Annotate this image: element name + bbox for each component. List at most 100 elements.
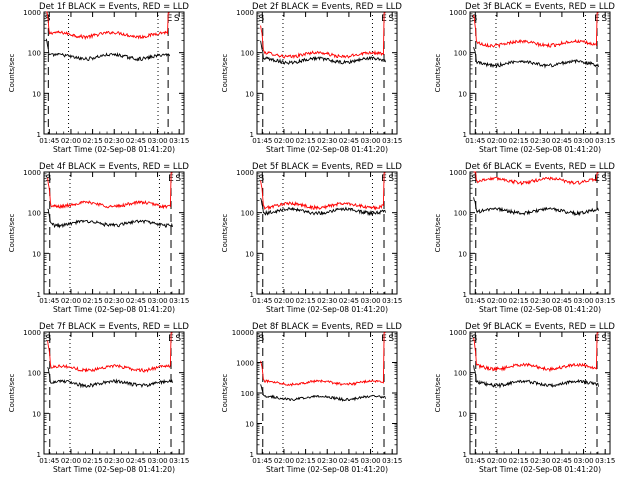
y-tick-label: 1	[250, 291, 254, 299]
panel-det-4: Det 4f BLACK = Events, RED = LLD 1 10 100 10…	[8, 162, 189, 314]
x-tick-label: 01:45	[252, 137, 272, 145]
x-axis-label: Start Time (02-Sep-08 01:41:20)	[53, 305, 175, 314]
y-tick-label: 10	[32, 250, 41, 258]
end-marker-label: E	[594, 174, 600, 184]
plot-frame	[469, 331, 611, 455]
x-tick-label: 03:00	[360, 457, 380, 465]
panel-title: Det 3f BLACK = Events, RED = LLD	[465, 2, 615, 12]
y-axis-label: Counts/sec	[434, 214, 442, 253]
y-axis-label: Counts/sec	[434, 54, 442, 93]
plot-frame	[43, 11, 185, 135]
x-tick-label: 01:45	[465, 137, 485, 145]
x-tick-label: 02:00	[61, 137, 81, 145]
x-tick-label: 03:15	[169, 137, 189, 145]
lld-series-line	[473, 332, 599, 373]
x-tick-label: 01:45	[252, 297, 272, 305]
panel-title: Det 9f BLACK = Events, RED = LLD	[465, 322, 615, 332]
x-axis-label: Start Time (02-Sep-08 01:41:20)	[479, 465, 601, 474]
x-tick-label: 02:15	[296, 297, 316, 305]
x-tick-label: 02:15	[509, 457, 529, 465]
panel-det-5: Det 5f BLACK = Events, RED = LLD 1 10 100 10…	[221, 162, 402, 314]
start-marker-label: S	[388, 14, 394, 24]
x-tick-label: 03:00	[360, 297, 380, 305]
x-tick-label: 02:30	[530, 457, 550, 465]
x-tick-label: 03:00	[360, 137, 380, 145]
x-tick-label: 02:30	[104, 457, 124, 465]
x-tick-label: 02:45	[552, 137, 572, 145]
y-axis-label: Counts/sec	[221, 214, 229, 253]
x-tick-label: 03:00	[147, 457, 167, 465]
x-tick-label: 02:15	[509, 297, 529, 305]
panel-det-3: Det 3f BLACK = Events, RED = LLD 1 10 100 10…	[434, 2, 615, 154]
end-marker-label: E	[167, 14, 173, 24]
events-series-line	[47, 366, 173, 389]
lld-series-line	[260, 332, 386, 387]
x-tick-label: 02:00	[61, 457, 81, 465]
y-axis-label: Counts/sec	[8, 214, 16, 253]
y-tick-label: 10	[458, 90, 467, 98]
start-marker-label: S	[258, 174, 264, 184]
panel-title: Det 1f BLACK = Events, RED = LLD	[39, 2, 189, 12]
start-marker-label: S	[388, 174, 394, 184]
plot-frame	[256, 171, 398, 295]
x-tick-label: 03:00	[147, 137, 167, 145]
start-marker-label: S	[471, 334, 477, 344]
panel-det-7: Det 7f BLACK = Events, RED = LLD 1 10 100 10…	[8, 322, 189, 474]
y-tick-label: 1	[463, 291, 467, 299]
events-series-line	[473, 197, 599, 217]
x-tick-label: 03:15	[169, 297, 189, 305]
y-axis-label: Counts/sec	[8, 374, 16, 413]
lld-series-line	[47, 332, 173, 373]
panel-title: Det 8f BLACK = Events, RED = LLD	[252, 322, 402, 332]
start-marker-label: S	[45, 174, 51, 184]
x-tick-label: 03:15	[382, 137, 402, 145]
x-tick-label: 02:00	[487, 297, 507, 305]
events-series-line	[473, 365, 599, 389]
y-tick-label: 1	[250, 131, 254, 139]
y-tick-label: 100	[454, 370, 467, 378]
y-axis-label: Counts/sec	[221, 54, 229, 93]
y-tick-label: 10	[32, 90, 41, 98]
panel-title: Det 2f BLACK = Events, RED = LLD	[252, 2, 402, 12]
x-tick-label: 02:30	[317, 457, 337, 465]
panel-det-2: Det 2f BLACK = Events, RED = LLD 1 10 100 10…	[221, 2, 402, 154]
x-tick-label: 02:30	[530, 137, 550, 145]
x-tick-label: 02:15	[509, 137, 529, 145]
y-tick-label: 100	[28, 50, 41, 58]
y-tick-label: 1	[463, 131, 467, 139]
y-tick-label: 100	[454, 50, 467, 58]
start-marker-label: S	[388, 334, 394, 344]
x-tick-label: 02:15	[83, 297, 103, 305]
x-tick-label: 03:15	[595, 137, 615, 145]
x-tick-label: 02:45	[126, 457, 146, 465]
y-tick-label: 1	[37, 291, 41, 299]
y-tick-label: 1000	[23, 329, 41, 337]
x-tick-label: 02:15	[83, 457, 103, 465]
events-series-line	[260, 197, 386, 217]
x-tick-label: 03:15	[382, 297, 402, 305]
x-tick-label: 02:45	[126, 137, 146, 145]
y-tick-label: 1000	[449, 329, 467, 337]
x-axis-label: Start Time (02-Sep-08 01:41:20)	[266, 465, 388, 474]
x-axis-label: Start Time (02-Sep-08 01:41:20)	[266, 305, 388, 314]
panel-det-1: Det 1f BLACK = Events, RED = LLD 1 10 100 10…	[8, 2, 189, 154]
panel-title: Det 6f BLACK = Events, RED = LLD	[465, 162, 615, 172]
x-tick-label: 03:00	[573, 297, 593, 305]
x-tick-label: 02:45	[339, 457, 359, 465]
y-tick-label: 10	[458, 250, 467, 258]
panel-title: Det 4f BLACK = Events, RED = LLD	[39, 162, 189, 172]
events-series-line	[260, 40, 386, 65]
plot-frame	[256, 11, 398, 135]
x-axis-label: Start Time (02-Sep-08 01:41:20)	[53, 465, 175, 474]
x-tick-label: 02:45	[339, 297, 359, 305]
start-marker-label: S	[258, 14, 264, 24]
y-tick-label: 10	[245, 250, 254, 258]
y-tick-label: 1000	[23, 9, 41, 17]
lld-series-line	[260, 172, 386, 211]
x-tick-label: 02:00	[487, 457, 507, 465]
y-tick-label: 1000	[449, 9, 467, 17]
x-tick-label: 02:45	[552, 297, 572, 305]
events-series-line	[260, 384, 386, 402]
x-tick-label: 02:00	[274, 137, 294, 145]
